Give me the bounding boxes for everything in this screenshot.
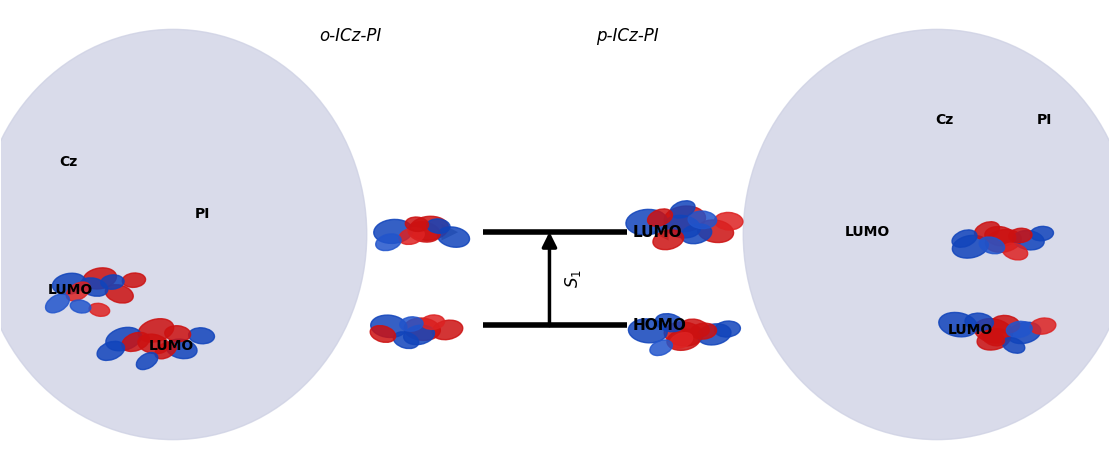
Ellipse shape <box>670 201 695 218</box>
Ellipse shape <box>1002 338 1025 353</box>
Text: PI: PI <box>195 206 211 220</box>
Ellipse shape <box>939 312 977 337</box>
Text: HOMO: HOMO <box>633 318 687 333</box>
Ellipse shape <box>979 237 1005 254</box>
Ellipse shape <box>664 322 703 346</box>
Ellipse shape <box>982 330 1005 346</box>
Ellipse shape <box>690 323 717 339</box>
Ellipse shape <box>375 234 401 250</box>
Ellipse shape <box>986 229 1021 252</box>
Ellipse shape <box>101 275 124 289</box>
Text: p-ICz-PI: p-ICz-PI <box>596 27 658 45</box>
Text: LUMO: LUMO <box>48 282 93 296</box>
Ellipse shape <box>1009 228 1032 242</box>
Ellipse shape <box>991 316 1020 333</box>
Ellipse shape <box>408 222 440 242</box>
Ellipse shape <box>664 215 700 238</box>
Ellipse shape <box>164 325 191 342</box>
Ellipse shape <box>975 318 1012 343</box>
Ellipse shape <box>105 327 141 351</box>
Ellipse shape <box>67 282 90 301</box>
Ellipse shape <box>155 342 176 359</box>
Ellipse shape <box>105 285 133 303</box>
Ellipse shape <box>374 219 413 243</box>
Ellipse shape <box>667 329 700 350</box>
Ellipse shape <box>649 340 673 356</box>
Ellipse shape <box>404 318 441 340</box>
Ellipse shape <box>0 30 366 439</box>
Ellipse shape <box>404 325 434 345</box>
Ellipse shape <box>189 328 214 344</box>
Ellipse shape <box>655 314 684 332</box>
Ellipse shape <box>715 321 740 337</box>
Ellipse shape <box>975 222 999 239</box>
Ellipse shape <box>697 324 731 345</box>
Ellipse shape <box>985 227 1016 246</box>
Text: o-ICz-PI: o-ICz-PI <box>319 27 382 45</box>
Ellipse shape <box>697 220 734 242</box>
Ellipse shape <box>52 273 85 295</box>
Ellipse shape <box>1002 243 1028 260</box>
Ellipse shape <box>653 230 684 250</box>
Ellipse shape <box>122 273 145 287</box>
Ellipse shape <box>1008 322 1041 344</box>
Text: LUMO: LUMO <box>948 323 993 337</box>
Ellipse shape <box>393 332 418 348</box>
Ellipse shape <box>1007 321 1032 338</box>
Ellipse shape <box>400 317 423 331</box>
Ellipse shape <box>97 341 124 361</box>
Text: Cz: Cz <box>935 113 953 127</box>
Ellipse shape <box>715 212 743 230</box>
Ellipse shape <box>952 235 988 258</box>
Ellipse shape <box>744 30 1110 439</box>
Ellipse shape <box>1013 231 1045 250</box>
Ellipse shape <box>371 325 395 342</box>
Ellipse shape <box>952 230 977 247</box>
Ellipse shape <box>664 206 706 232</box>
Ellipse shape <box>682 319 709 337</box>
Ellipse shape <box>432 320 463 340</box>
Ellipse shape <box>670 333 693 348</box>
Ellipse shape <box>80 278 108 296</box>
Ellipse shape <box>138 334 169 354</box>
Ellipse shape <box>426 219 450 233</box>
Ellipse shape <box>139 319 174 342</box>
Ellipse shape <box>1030 227 1053 241</box>
Ellipse shape <box>137 353 158 370</box>
Ellipse shape <box>965 313 993 331</box>
Ellipse shape <box>166 339 198 359</box>
Ellipse shape <box>421 315 444 329</box>
Ellipse shape <box>410 216 448 240</box>
Ellipse shape <box>688 211 717 228</box>
Ellipse shape <box>647 209 673 226</box>
Ellipse shape <box>1030 318 1056 334</box>
Text: Cz: Cz <box>59 155 78 169</box>
Ellipse shape <box>628 319 667 343</box>
Ellipse shape <box>437 227 470 247</box>
Ellipse shape <box>46 294 69 313</box>
Ellipse shape <box>83 268 117 289</box>
Text: LUMO: LUMO <box>633 225 683 240</box>
Ellipse shape <box>405 217 428 231</box>
Ellipse shape <box>122 333 149 351</box>
Text: LUMO: LUMO <box>149 340 194 354</box>
Ellipse shape <box>70 300 91 313</box>
Ellipse shape <box>626 209 667 235</box>
Ellipse shape <box>89 303 110 316</box>
Text: PI: PI <box>1037 113 1052 127</box>
Ellipse shape <box>682 224 712 244</box>
Text: $S_1$: $S_1$ <box>563 269 583 288</box>
Ellipse shape <box>371 315 407 338</box>
Ellipse shape <box>398 227 424 244</box>
Text: LUMO: LUMO <box>845 225 890 239</box>
Ellipse shape <box>977 329 1010 350</box>
